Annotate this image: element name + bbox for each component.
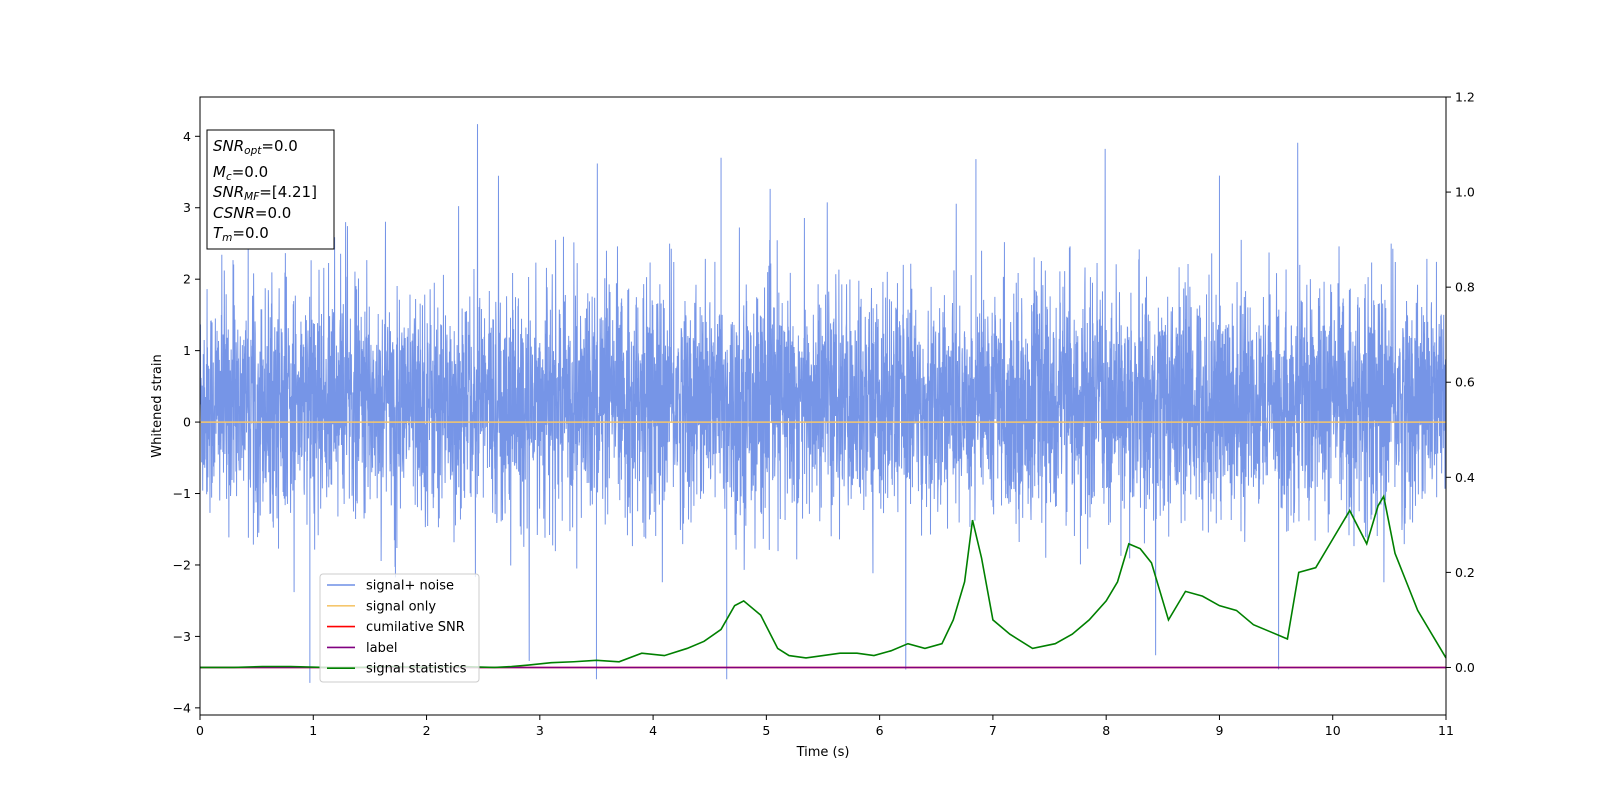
y-axis-label: Whitened strain [150,354,165,457]
y2-tick-label: 0.8 [1455,280,1475,295]
x-tick-label: 9 [1215,723,1223,738]
y-tick-label: 3 [183,200,191,215]
x-tick-label: 4 [649,723,657,738]
legend: signal+ noise signal only cumilative SNR la… [319,573,480,683]
x-tick-label: 10 [1325,723,1341,738]
y2-tick-label: 1.0 [1455,185,1475,200]
y-tick-label: 0 [183,415,191,430]
info-line: Tm=0.0 [213,224,269,244]
y2-tick-label: 1.2 [1455,90,1475,105]
legend-label: signal statistics [366,662,467,677]
axes-frame [199,96,1447,716]
x-tick-label: 11 [1438,723,1454,738]
series-signal-noise [199,124,1447,683]
info-box-frame [206,129,335,250]
x-tick-label: 7 [989,723,997,738]
x-tick-label: 8 [1102,723,1110,738]
y-tick-label: 1 [183,343,191,358]
x-tick-label: 0 [196,723,204,738]
series-signal-statistics [200,494,1447,669]
legend-frame [319,573,480,683]
x-tick-label: 5 [762,723,770,738]
legend-label: signal only [366,599,436,614]
y-axis-left: −4 −3 −2 −1 0 1 2 3 4 [173,129,200,715]
legend-label: cumilative SNR [366,620,465,635]
legend-label: signal+ noise [366,579,454,594]
y-tick-label: −4 [173,700,191,715]
y-tick-label: 4 [183,129,191,144]
y2-tick-label: 0.4 [1455,470,1475,485]
x-axis: 0 1 2 3 4 5 6 7 8 9 10 11 [196,715,1454,738]
x-tick-label: 3 [536,723,544,738]
info-line: CSNR=0.0 [213,204,291,222]
x-axis-label: Time (s) [796,745,850,760]
x-tick-label: 1 [309,723,317,738]
y-axis-right: 0.0 0.2 0.4 0.6 0.8 1.0 1.2 [1446,90,1475,675]
x-tick-label: 2 [423,723,431,738]
y2-tick-label: 0.6 [1455,375,1475,390]
y2-tick-label: 0.0 [1455,660,1475,675]
legend-label: label [366,641,397,656]
x-tick-label: 6 [876,723,884,738]
y-tick-label: 2 [183,272,191,287]
info-line: Mc=0.0 [213,163,268,183]
info-line: SNRMF=[4.21] [213,183,317,203]
y-tick-label: −2 [173,557,191,572]
y2-tick-label: 0.2 [1455,565,1475,580]
y-tick-label: −1 [173,486,191,501]
info-line: SNRopt=0.0 [213,137,298,157]
y-tick-label: −3 [173,629,191,644]
